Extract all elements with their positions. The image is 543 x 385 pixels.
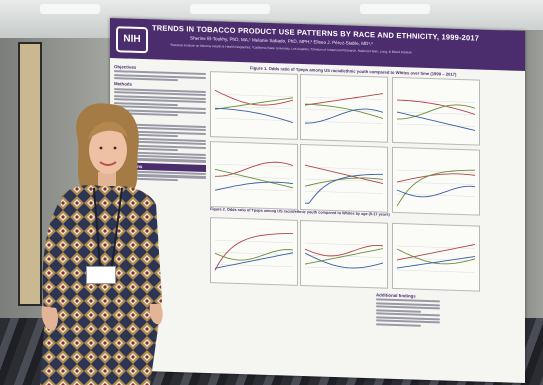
series-line	[304, 252, 384, 269]
chart-panel-plot	[396, 99, 476, 131]
gridline	[215, 264, 293, 268]
series-line	[396, 256, 476, 269]
series-line	[304, 108, 384, 124]
eye-left	[99, 146, 103, 150]
nih-logo: NIH	[116, 26, 148, 54]
gridline	[215, 164, 293, 168]
gridline	[215, 118, 293, 122]
smile	[99, 161, 117, 166]
chart-panel	[300, 219, 388, 289]
series-line	[214, 233, 294, 271]
hair-fringe	[88, 121, 128, 140]
series-line	[214, 97, 294, 110]
series-line	[305, 103, 384, 120]
adjacent-poster-board	[18, 42, 42, 306]
chart-panel	[300, 73, 388, 143]
series-line	[214, 168, 294, 189]
gridline	[215, 106, 293, 110]
series-line	[396, 169, 476, 207]
chart-panel-plot	[214, 89, 294, 124]
gridline	[305, 190, 383, 194]
chart-panel-plot	[214, 161, 294, 192]
gridline	[397, 111, 475, 115]
text-line	[376, 323, 421, 327]
series-line	[304, 164, 384, 185]
poster-affiliations: ¹National Institute on Minority Health &…	[170, 42, 412, 55]
gridline	[305, 96, 383, 100]
gridline	[305, 108, 383, 112]
chart-panel	[210, 141, 298, 210]
series-line	[214, 161, 294, 177]
gridline	[397, 245, 475, 249]
figure-panels	[110, 18, 525, 292]
series-line	[304, 177, 384, 187]
series-line	[396, 185, 476, 198]
series-line	[304, 244, 384, 257]
series-line	[214, 252, 294, 269]
series-line	[304, 93, 384, 106]
ceiling-light	[40, 4, 100, 14]
chart-panel-plot	[304, 242, 384, 270]
arm-left	[42, 204, 68, 312]
patterned-dress	[40, 185, 162, 385]
gridline	[305, 242, 383, 246]
series-line	[396, 244, 476, 261]
series-line	[396, 173, 476, 183]
arm-right	[142, 206, 161, 308]
chart-panel	[210, 71, 298, 140]
gridline	[397, 181, 475, 185]
chart-panel-plot	[396, 244, 476, 273]
chart-panel	[210, 217, 298, 286]
hand-right	[149, 304, 163, 325]
gridline	[215, 252, 293, 256]
chart-panel	[392, 76, 480, 146]
hand-left	[41, 306, 58, 331]
series-line	[214, 249, 294, 261]
research-poster: NIH TRENDS IN TOBACCO PRODUCT USE PATTER…	[110, 18, 525, 384]
face	[89, 126, 127, 174]
gridline	[305, 266, 383, 270]
chart-panel-plot	[214, 233, 294, 271]
gridline	[397, 169, 475, 173]
gridline	[215, 188, 293, 192]
series-line	[305, 173, 384, 204]
series-line	[396, 111, 476, 131]
chart-panel-plot	[304, 164, 384, 204]
neck	[98, 172, 116, 190]
gridline	[215, 240, 293, 244]
gridline	[305, 166, 383, 170]
series-line	[396, 104, 476, 120]
chart-panel	[392, 146, 480, 216]
findings-box: Additional findings	[376, 290, 440, 372]
chart-panel-plot	[396, 169, 476, 207]
ceiling-light	[360, 4, 430, 14]
gridline	[305, 178, 383, 182]
gridline	[397, 257, 475, 261]
series-line	[214, 89, 294, 106]
lanyard	[93, 187, 123, 267]
series-line	[304, 248, 384, 265]
series-line	[397, 99, 476, 115]
chart-panel-plot	[304, 93, 384, 124]
series-line	[215, 107, 294, 124]
chart-panel	[392, 222, 480, 292]
series-line	[214, 181, 294, 191]
chart-panel	[300, 143, 388, 213]
series-line	[396, 248, 476, 265]
gridline	[215, 94, 293, 98]
gridline	[397, 269, 475, 273]
ceiling-light	[190, 4, 270, 14]
gridline	[215, 176, 293, 180]
eye-right	[113, 146, 117, 150]
gridline	[397, 123, 475, 127]
name-badge	[86, 266, 116, 284]
